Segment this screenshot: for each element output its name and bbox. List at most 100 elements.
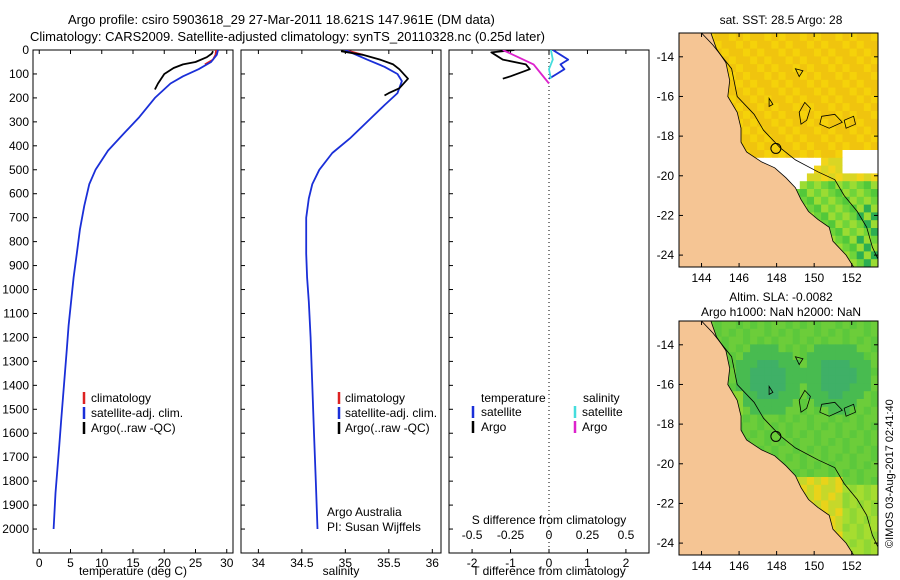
map-cell [792, 367, 801, 377]
y-tick-label: -18 [657, 129, 675, 143]
map-cell [764, 111, 772, 120]
map-cell [828, 461, 836, 470]
map-cell [771, 157, 780, 167]
map-cell [863, 328, 872, 338]
map-cell [785, 344, 794, 353]
map-cell [863, 492, 872, 501]
map-cell [856, 259, 865, 267]
map-cell [849, 48, 858, 57]
map-cell [785, 422, 794, 431]
map-cell [856, 142, 865, 151]
map-cell [863, 165, 872, 174]
map-cell [828, 508, 836, 517]
map-cell [814, 87, 822, 96]
map-cell [821, 56, 829, 65]
map-cell [828, 484, 836, 494]
map-cell [799, 328, 808, 338]
map-cell [750, 134, 758, 143]
x-tick-label: 148 [767, 559, 787, 573]
map-cell [792, 79, 801, 89]
map-cell [792, 469, 801, 478]
x-tick-label: 144 [692, 559, 712, 573]
t-difference-axis-label: T difference from climatology [472, 564, 626, 578]
map-cell [870, 212, 878, 221]
map-cell [828, 328, 836, 338]
map-cell [771, 64, 780, 73]
map-cell [814, 79, 822, 89]
sla-map-panel: 144 146 148 150 152 -14 -16 -18 -20 -22 -24 [657, 320, 879, 573]
map-cell [764, 445, 772, 455]
map-cell [863, 539, 872, 548]
map-cell [792, 430, 801, 439]
map-cell [828, 87, 836, 96]
map-cell [849, 196, 858, 206]
map-cell [743, 40, 751, 50]
map-cell [870, 383, 878, 392]
map-cell [870, 344, 878, 353]
map-cell [870, 33, 878, 42]
map-cell [757, 438, 765, 447]
map-cell [771, 352, 780, 361]
map-cell [821, 204, 829, 213]
map-cell [806, 344, 815, 353]
map-cell [849, 72, 858, 81]
map-cell [778, 118, 787, 128]
map-cell [856, 118, 865, 128]
map-cell [856, 228, 865, 237]
map-cell [728, 56, 737, 65]
map-cell [799, 142, 808, 151]
map-cell [728, 40, 737, 50]
map-cell [735, 328, 744, 338]
map-cell [870, 64, 878, 73]
series-line-s-argo [502, 50, 550, 85]
y-tick-label: 1600 [2, 426, 29, 440]
map-cell [821, 453, 829, 462]
map-cell [814, 56, 822, 65]
map-cell [735, 40, 744, 50]
map-cell [814, 383, 822, 392]
map-cell [842, 189, 851, 198]
difference-legend: temperature salinity satellite Argo sate… [471, 391, 623, 434]
credit-line-2: PI: Susan Wijffels [327, 520, 421, 534]
map-cell [735, 87, 744, 96]
map-cell [835, 220, 844, 229]
map-cell [849, 87, 858, 96]
map-cell [778, 72, 787, 81]
map-cell [849, 40, 858, 50]
map-cell [771, 328, 780, 338]
map-cell [842, 344, 851, 353]
map-cell [764, 72, 772, 81]
map-cell [849, 375, 858, 384]
map-cell [814, 336, 822, 345]
map-cell [757, 336, 765, 345]
map-cell [821, 212, 829, 221]
map-cell [870, 508, 878, 517]
map-cell [757, 40, 765, 50]
map-cell [814, 181, 822, 190]
map-cell [799, 344, 808, 353]
legend-label-climatology: climatology [345, 391, 405, 405]
x-tick-label: 20 [158, 556, 172, 570]
map-cell [814, 484, 822, 494]
map-cell [863, 516, 872, 525]
map-cell [863, 547, 872, 555]
map-cell [870, 126, 878, 135]
map-cell [849, 79, 858, 89]
map-cell [806, 87, 815, 96]
map-cell [743, 64, 751, 73]
y-tick-label: 400 [9, 139, 29, 153]
map-cell [835, 477, 844, 486]
map-cell [806, 111, 815, 120]
map-cell [728, 375, 737, 384]
map-cell [849, 220, 858, 229]
map-cell [835, 469, 844, 478]
map-cell [792, 150, 801, 159]
map-cell [792, 321, 801, 330]
map-cell [870, 259, 878, 267]
map-cell [870, 367, 878, 377]
map-cell [849, 243, 858, 252]
map-cell [735, 367, 744, 377]
map-cell [785, 173, 794, 182]
map-cell [835, 367, 844, 377]
map-cell [792, 461, 801, 470]
